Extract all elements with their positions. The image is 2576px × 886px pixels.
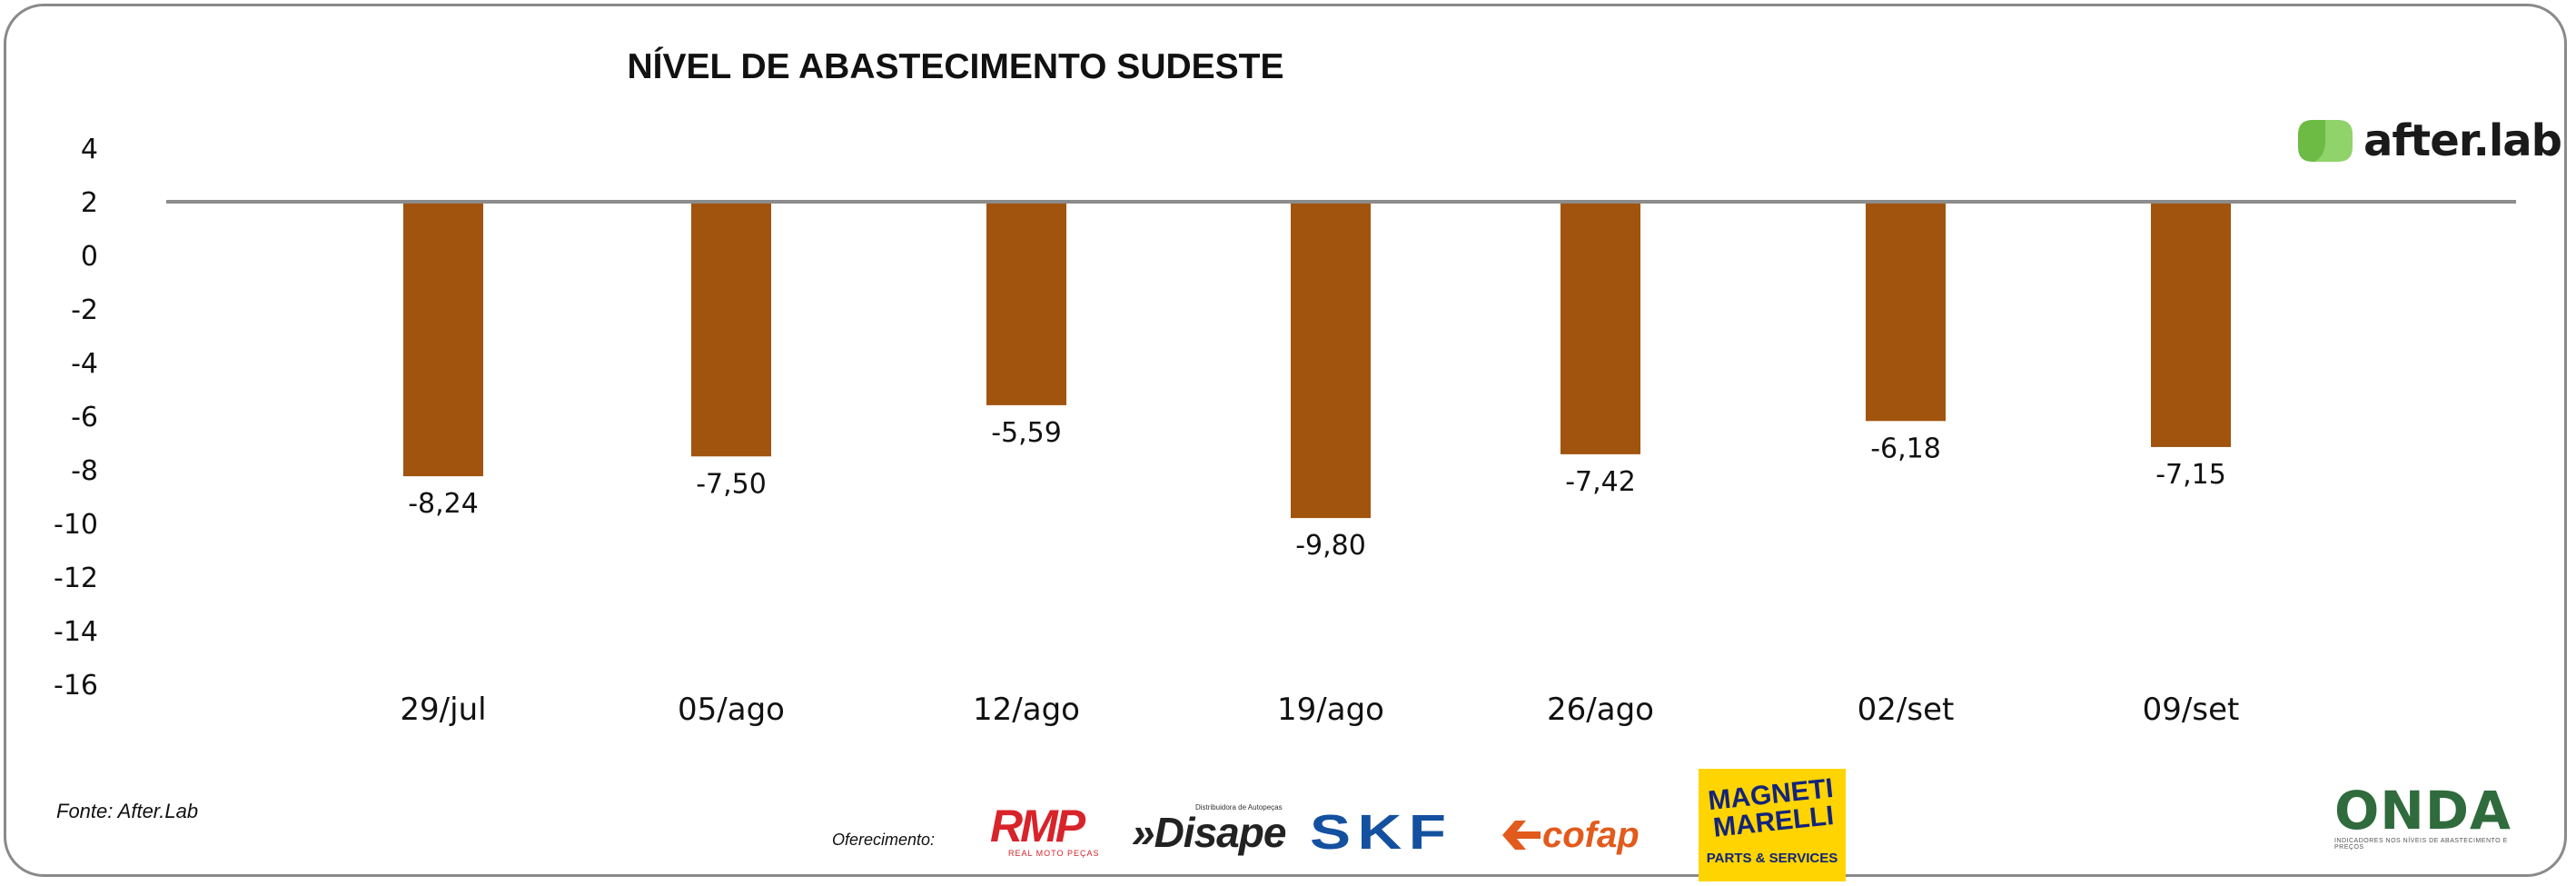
x-category-label: 26/ago xyxy=(1547,692,1654,728)
cofap-wordmark: cofap xyxy=(1542,814,1640,855)
x-category-label: 19/ago xyxy=(1277,692,1384,728)
bar xyxy=(403,202,483,477)
y-tick-label: -14 xyxy=(54,616,98,648)
bar xyxy=(1866,202,1946,422)
bar xyxy=(1291,202,1371,519)
data-label: -7,15 xyxy=(2155,459,2226,491)
skf-wordmark: SKF xyxy=(1310,805,1453,860)
rmp-subtitle: REAL MOTO PEÇAS xyxy=(1008,849,1100,858)
x-category-label: 12/ago xyxy=(973,692,1080,728)
bar xyxy=(2151,202,2231,447)
y-tick-label: -4 xyxy=(71,348,98,380)
y-tick-label: 0 xyxy=(81,241,98,273)
x-category-label: 29/jul xyxy=(400,692,486,728)
after-lab-wordmark: after.lab xyxy=(2363,115,2562,166)
disape-subtitle: Distribuidora de Autopeças xyxy=(1195,803,1283,811)
y-tick-label: 4 xyxy=(81,134,98,165)
data-label: -7,50 xyxy=(696,468,767,500)
magneti-marelli-logo: MAGNETI MARELLI PARTS & SERVICES xyxy=(1699,769,1846,881)
bar xyxy=(691,202,771,457)
y-tick-label: -10 xyxy=(54,509,98,541)
disape-logo: Distribuidora de Autopeças »Disape xyxy=(1132,803,1292,858)
bar xyxy=(1560,202,1640,454)
rmp-wordmark: RMP xyxy=(990,801,1085,851)
y-tick-label: -2 xyxy=(71,294,98,326)
bar xyxy=(986,202,1066,405)
onda-wordmark: ONDA xyxy=(2334,780,2512,841)
sponsor-label: Oferecimento: xyxy=(832,831,936,849)
y-tick-label: -8 xyxy=(71,455,98,487)
onda-logo: ONDA INDICADORES NOS NÍVEIS DE ABASTECIM… xyxy=(2334,783,2516,852)
after-lab-logo: after.lab xyxy=(2294,113,2562,169)
y-tick-label: 2 xyxy=(81,187,98,219)
data-label: -7,42 xyxy=(1565,466,1636,498)
skf-logo: SKF xyxy=(1310,808,1482,857)
data-label: -8,24 xyxy=(408,488,479,520)
source-note: Fonte: After.Lab xyxy=(56,800,199,822)
data-label: -5,59 xyxy=(991,417,1062,449)
cofap-logo: cofap xyxy=(1501,812,1669,858)
magneti-subtitle: PARTS & SERVICES xyxy=(1706,851,1838,866)
y-tick-label: -16 xyxy=(54,670,98,702)
disape-wordmark: »Disape xyxy=(1132,809,1286,856)
after-lab-mark-icon xyxy=(2294,116,2356,165)
data-label: -6,18 xyxy=(1870,433,1941,464)
data-label: -9,80 xyxy=(1295,530,1366,562)
onda-subtitle: INDICADORES NOS NÍVEIS DE ABASTECIMENTO … xyxy=(2334,838,2508,851)
cofap-mark-icon xyxy=(1502,821,1541,850)
x-category-label: 09/set xyxy=(2143,692,2240,728)
y-tick-label: -12 xyxy=(54,562,98,594)
rmp-logo: RMP REAL MOTO PEÇAS xyxy=(990,803,1110,858)
x-category-label: 02/set xyxy=(1858,692,1955,728)
chart-title: NÍVEL DE ABASTECIMENTO SUDESTE xyxy=(627,47,1284,86)
magneti-wordmark: MAGNETI MARELLI xyxy=(1706,772,1836,843)
y-tick-label: -6 xyxy=(71,402,98,433)
x-category-label: 05/ago xyxy=(678,692,785,728)
